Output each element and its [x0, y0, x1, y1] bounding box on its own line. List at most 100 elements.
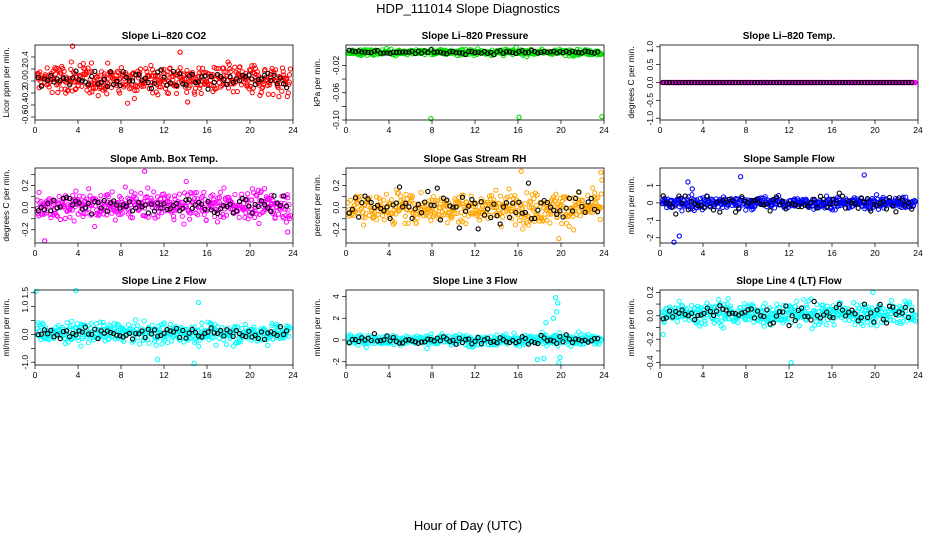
highlight-point [880, 199, 886, 205]
highlight-point [525, 180, 532, 186]
data-point [213, 342, 219, 348]
outlier-point [428, 115, 434, 122]
data-point [912, 197, 918, 204]
data-point [261, 185, 268, 192]
data-point [409, 193, 415, 199]
highlight-point [67, 334, 73, 340]
data-point [531, 196, 537, 202]
highlight-point [758, 201, 764, 207]
data-point [569, 205, 575, 211]
data-point [552, 198, 559, 204]
data-point [679, 208, 685, 214]
data-point [61, 68, 67, 75]
x-tick-label: 4 [387, 125, 392, 135]
highlight-point [51, 79, 57, 85]
highlight-point [437, 49, 444, 55]
outlier-point [42, 238, 48, 244]
highlight-point [352, 49, 359, 55]
highlight-point [795, 79, 802, 86]
data-point [137, 66, 144, 72]
y-tick-label: -0.6 [20, 109, 30, 124]
x-tick-label: 20 [556, 125, 566, 135]
data-point [442, 207, 448, 213]
data-point [912, 79, 918, 86]
outlier-point [598, 169, 604, 176]
data-point [67, 214, 73, 220]
data-point [223, 341, 229, 348]
outlier-point [556, 235, 562, 242]
highlight-point [880, 79, 886, 86]
data-point [521, 220, 527, 226]
highlight-point [896, 79, 902, 86]
data-point [794, 298, 800, 304]
highlight-point [450, 48, 456, 55]
highlight-point [221, 77, 227, 83]
highlight-point [173, 325, 180, 332]
highlight-point [717, 209, 723, 215]
y-tick-label: 2 [331, 316, 341, 321]
data-point [179, 213, 185, 219]
data-point [823, 322, 829, 328]
x-tick-label: 8 [430, 248, 435, 258]
y-tick-label: -0.2 [20, 85, 30, 100]
highlight-point [824, 79, 830, 86]
highlight-point [673, 211, 679, 217]
highlight-point [227, 329, 233, 335]
outlier-point [191, 360, 197, 367]
highlight-point [384, 50, 390, 56]
data-point [64, 320, 70, 326]
highlight-point [161, 74, 167, 80]
highlight-point [195, 79, 202, 85]
data-point [201, 211, 207, 218]
data-point [198, 90, 204, 97]
highlight-point [180, 81, 186, 87]
highlight-point [277, 324, 283, 330]
highlight-point [447, 49, 453, 55]
data-point [576, 329, 582, 335]
highlight-point [422, 199, 428, 205]
data-point [37, 69, 43, 75]
highlight-point [761, 202, 767, 208]
highlight-point [148, 201, 155, 207]
data-point [500, 214, 506, 220]
data-point [510, 195, 517, 201]
highlight-point [547, 204, 554, 210]
highlight-point [453, 49, 459, 56]
data-point [434, 198, 441, 204]
x-tick-label: 8 [744, 125, 749, 135]
data-point [403, 191, 409, 198]
highlight-point [227, 73, 233, 80]
data-point [199, 65, 206, 71]
panel-title: Slope Li–820 CO2 [122, 31, 207, 42]
data-point [762, 194, 768, 200]
highlight-point [425, 49, 431, 56]
highlight-point [221, 333, 227, 339]
highlight-point [736, 79, 742, 86]
data-point [553, 191, 559, 197]
highlight-point [576, 189, 582, 195]
highlight-point [739, 194, 745, 200]
data-point [86, 69, 92, 75]
highlight-point [167, 80, 173, 86]
highlight-point [764, 79, 770, 86]
data-point [395, 190, 401, 196]
highlight-point [85, 81, 92, 87]
y-tick-label: 0.0 [20, 75, 30, 87]
data-point [132, 191, 138, 197]
data-point [196, 65, 202, 71]
outlier-point [555, 300, 561, 306]
data-point [509, 202, 516, 208]
highlight-point [205, 86, 211, 92]
data-point [69, 207, 75, 213]
y-tick-label: -0.06 [331, 83, 341, 103]
highlight-point [54, 332, 60, 338]
outlier-point [518, 168, 524, 174]
data-point [164, 198, 171, 205]
highlight-point [585, 48, 591, 55]
highlight-point [707, 204, 714, 210]
data-point [381, 217, 387, 223]
highlight-point [522, 209, 528, 216]
data-point [249, 197, 255, 203]
